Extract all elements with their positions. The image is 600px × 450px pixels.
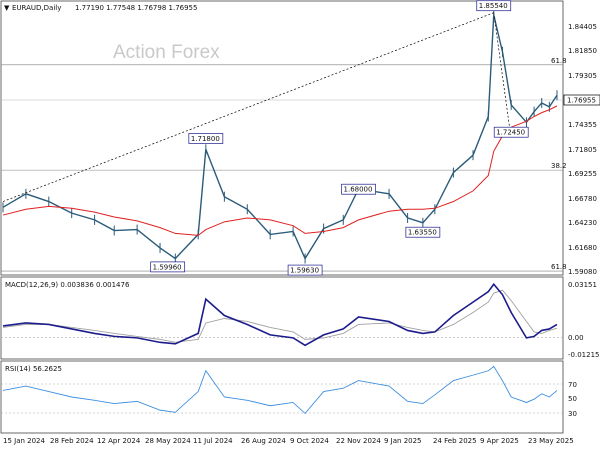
rsi-tick-label: 70	[568, 381, 577, 389]
price-tick-label: 1.66780	[568, 195, 597, 203]
rsi-panel	[0, 360, 564, 434]
macd-tick-label: -0.012158	[568, 351, 600, 359]
rsi-line	[2, 365, 558, 415]
fib-level-label: 61.8	[551, 263, 567, 271]
current-price-marker	[563, 94, 600, 106]
annotation-box	[287, 264, 323, 276]
price-tick-label: 1.74355	[568, 121, 597, 129]
menu-triangle-icon[interactable]: ▼	[4, 4, 10, 12]
price-tick-label: 1.69255	[568, 170, 597, 178]
x-tick-label: 23 May 2025	[528, 437, 574, 445]
price-tick-label: 1.71805	[568, 146, 597, 154]
ohlc-values: 1.77190 1.77548 1.76798 1.76955	[75, 4, 197, 12]
annotation-label: 1.63550	[408, 229, 437, 237]
annotation-label: 1.71800	[191, 135, 220, 143]
x-tick-label: 9 Apr 2025	[480, 437, 519, 445]
annotation-box	[188, 133, 224, 144]
x-tick-label: 22 Nov 2024	[336, 437, 381, 445]
price-y-axis: 1.84405 1.81850 1.79305 1.76955 1.74355 …	[563, 23, 600, 276]
annotation-box	[150, 261, 186, 273]
x-tick-label: 11 Jul 2024	[193, 437, 233, 445]
rsi-title: RSI(14) 56.2625	[5, 365, 62, 373]
x-tick-label: 26 Aug 2024	[241, 437, 286, 445]
fib-level-label: 38.2	[551, 162, 567, 170]
trend-line	[493, 12, 512, 140]
current-price-label: 1.76955	[567, 97, 596, 105]
x-tick-label: 9 Oct 2024	[290, 437, 329, 445]
annotation-label: 1.68000	[344, 186, 373, 194]
annotation-label: 1.85540	[479, 2, 508, 10]
x-tick-label: 24 Feb 2025	[433, 437, 477, 445]
fib-level-label: 61.8	[551, 57, 567, 65]
macd-tick-label: 0.03151	[568, 281, 597, 289]
price-line	[2, 14, 558, 261]
rsi-tick-label: 30	[568, 410, 577, 418]
annotation-label: 1.59630	[290, 267, 319, 275]
x-tick-label: 28 Feb 2024	[50, 437, 94, 445]
price-tick-label: 1.84405	[568, 23, 597, 31]
annotation-label: 1.72450	[496, 129, 525, 137]
annotation-label: 1.59960	[153, 263, 182, 271]
price-tick-label: 1.79305	[568, 72, 597, 80]
annotation-box	[341, 183, 376, 195]
macd-tick-label: 0.00	[568, 334, 584, 342]
price-panel	[0, 0, 564, 276]
x-tick-label: 9 Jan 2025	[384, 437, 422, 445]
x-tick-label: 12 Apr 2024	[97, 437, 141, 445]
rsi-tick-label: 50	[568, 395, 577, 403]
macd-signal-line	[2, 289, 558, 343]
macd-title: MACD(12,26,9) 0.003836 0.001476	[5, 281, 130, 289]
macd-line	[2, 282, 558, 347]
x-tick-label: 28 May 2024	[145, 437, 191, 445]
annotation-box	[493, 126, 529, 138]
price-tick-label: 1.59080	[568, 268, 597, 276]
annotation-box	[476, 0, 512, 12]
rsi-y-axis: 70 50 30	[568, 381, 577, 418]
plot-marks: 61.8 38.2 61.8 1.85540 1.71800 1.68000 1.63550…	[1, 0, 567, 415]
annotation-box	[405, 226, 441, 238]
price-tick-label: 1.81850	[568, 47, 597, 55]
watermark: Action Forex	[113, 42, 220, 63]
x-tick-label: 15 Jan 2024	[3, 437, 46, 445]
macd-y-axis: 0.03151 0.00 -0.012158	[568, 281, 600, 359]
x-axis: 15 Jan 2024 28 Feb 2024 12 Apr 2024 28 M…	[3, 437, 574, 445]
symbol-label: EURAUD,Daily	[12, 4, 61, 12]
macd-panel	[0, 276, 564, 360]
price-tick-label: 1.64230	[568, 219, 597, 227]
price-tick-label: 1.61680	[568, 244, 597, 252]
